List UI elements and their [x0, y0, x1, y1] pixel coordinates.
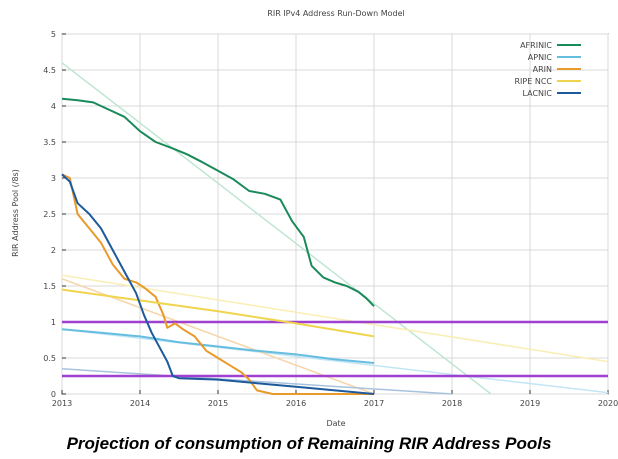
chart-caption: Projection of consumption of Remaining R… — [66, 434, 552, 453]
legend-label: RIPE NCC — [515, 77, 553, 86]
rir-address-pool-chart: RIR IPv4 Address Run-Down Model 2013 2014… — [11, 9, 618, 428]
y-tick-label: 1.5 — [43, 282, 56, 291]
x-axis-label: Date — [326, 419, 345, 428]
legend-label: APNIC — [528, 53, 553, 62]
series-line — [61, 328, 375, 364]
series-line — [61, 288, 375, 338]
y-axis-label: RIR Address Pool (/8s) — [11, 169, 20, 257]
legend-label: AFRINIC — [520, 41, 552, 50]
y-tick-label: 3 — [51, 174, 56, 183]
legend-label: ARIN — [533, 65, 552, 74]
y-tick-label: 2 — [51, 246, 56, 255]
projection-line — [61, 62, 492, 395]
legend-label: LACNIC — [523, 89, 553, 98]
series-lines — [61, 97, 375, 395]
y-tick-label: 3.5 — [43, 138, 56, 147]
x-tick-label: 2016 — [286, 399, 306, 408]
series-line — [61, 173, 375, 395]
y-tick-label: 0 — [51, 390, 56, 399]
projection-line — [61, 368, 453, 395]
series-line — [61, 173, 374, 395]
y-axis-ticks: 0 0.5 1 1.5 2 2.5 3 3.5 4 4.5 5 — [43, 30, 66, 399]
series-line — [61, 97, 375, 307]
y-tick-label: 4.5 — [43, 66, 56, 75]
x-tick-label: 2018 — [442, 399, 462, 408]
projection-line — [61, 328, 609, 394]
x-tick-label: 2015 — [208, 399, 228, 408]
reference-lines — [62, 320, 608, 378]
x-tick-label: 2014 — [130, 399, 150, 408]
x-tick-label: 2013 — [52, 399, 72, 408]
grid-lines — [61, 33, 609, 395]
y-tick-label: 1 — [51, 318, 56, 327]
legend: AFRINIC APNIC ARIN RIPE NCC LACNIC — [515, 41, 581, 98]
x-tick-label: 2020 — [598, 399, 618, 408]
projection-line — [61, 274, 609, 363]
y-tick-label: 4 — [51, 102, 56, 111]
x-tick-label: 2019 — [520, 399, 540, 408]
y-tick-label: 5 — [51, 30, 56, 39]
chart-title: RIR IPv4 Address Run-Down Model — [267, 9, 404, 18]
y-tick-label: 2.5 — [43, 210, 56, 219]
y-tick-label: 0.5 — [43, 354, 56, 363]
x-tick-label: 2017 — [364, 399, 384, 408]
